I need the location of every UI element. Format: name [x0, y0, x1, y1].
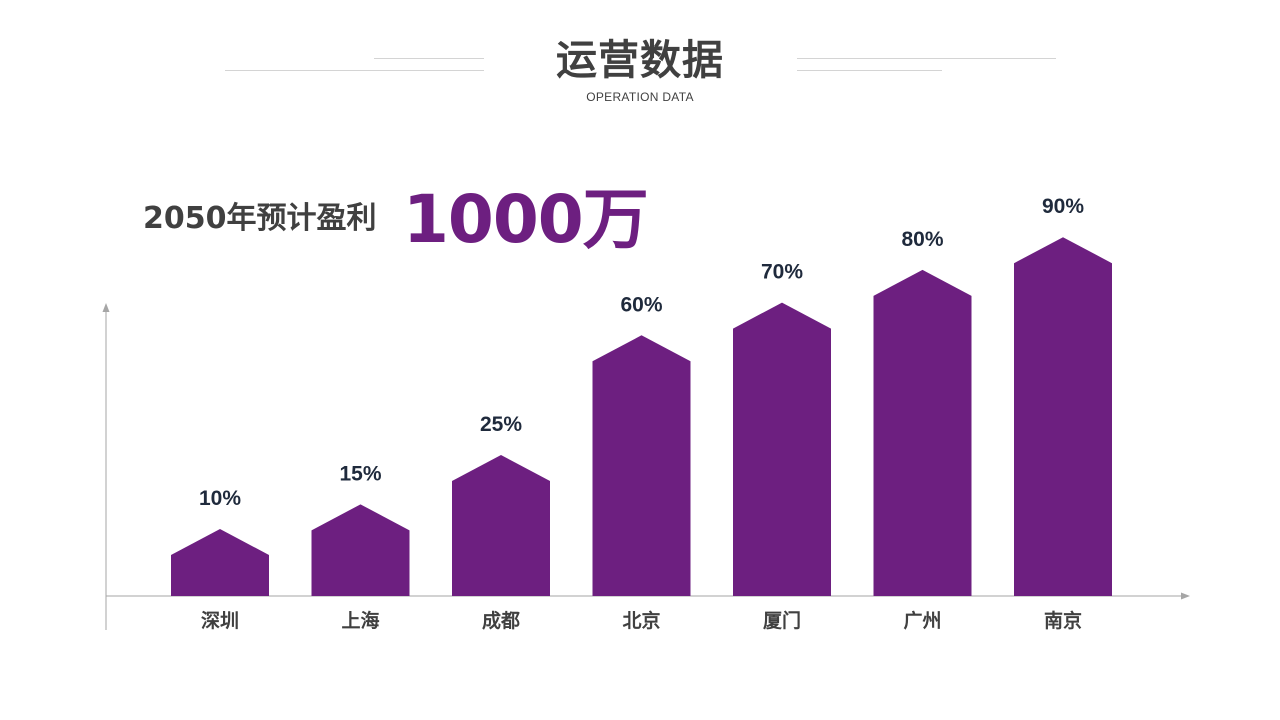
profit-value: 1000万 [403, 181, 649, 258]
x-tick-label: 厦门 [763, 609, 801, 632]
profit-label: 2050年预计盈利 [143, 201, 377, 236]
x-tick-label: 深圳 [201, 609, 239, 632]
x-tick-label: 广州 [903, 609, 941, 632]
x-tick-label: 南京 [1044, 609, 1082, 632]
bar-value-label: 60% [620, 293, 662, 316]
bar-value-label: 10% [199, 487, 241, 510]
bar [1014, 237, 1112, 596]
bar-value-label: 15% [339, 462, 381, 485]
x-axis-arrow [1181, 592, 1190, 600]
x-tick-label: 成都 [482, 609, 520, 632]
bar-value-label: 25% [480, 413, 522, 436]
y-axis-arrow [102, 303, 110, 312]
bar [873, 269, 972, 596]
bar [592, 335, 691, 596]
x-tick-label: 上海 [341, 609, 379, 632]
title-deco-line-right-short [797, 70, 942, 71]
page-subtitle: OPERATION DATA [586, 90, 694, 104]
page-title: 运营数据 [556, 36, 724, 84]
bar-value-label: 90% [1042, 195, 1084, 218]
bar-value-label: 70% [761, 261, 803, 284]
x-tick-label: 北京 [622, 609, 660, 632]
bar [733, 302, 831, 596]
bar [311, 504, 410, 596]
bar [452, 455, 550, 596]
title-deco-line-left-short [374, 58, 484, 59]
title-deco-line-right-long [797, 58, 1056, 59]
bar-value-label: 80% [901, 228, 943, 251]
title-deco-line-left-long [225, 70, 484, 71]
bar [171, 529, 269, 596]
